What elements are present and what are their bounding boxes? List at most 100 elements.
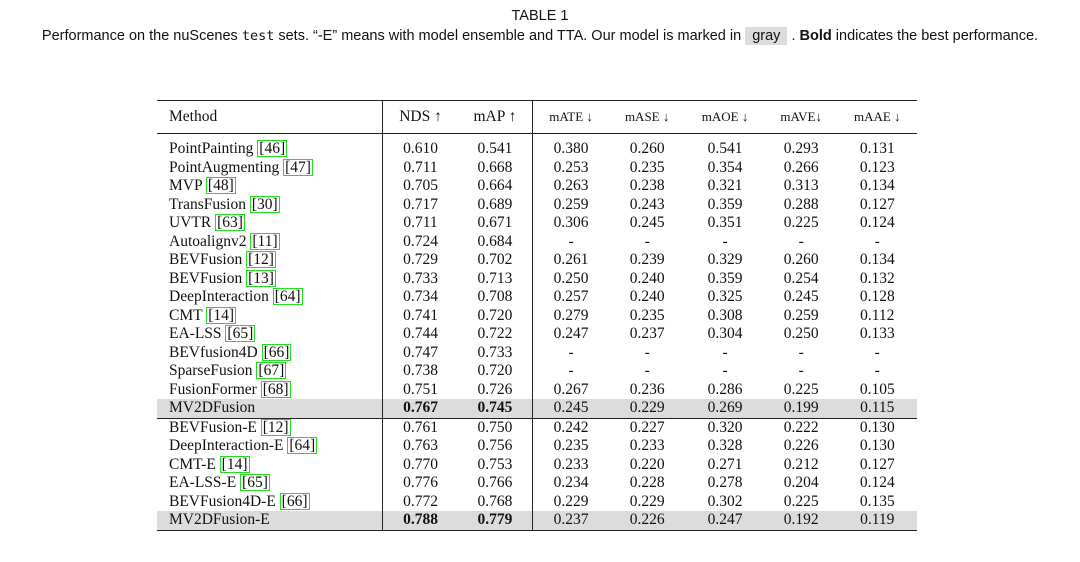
metric-cell: 0.750 — [457, 418, 534, 437]
metric-cell: 0.229 — [608, 399, 686, 418]
metric-cell: 0.123 — [859, 158, 895, 176]
metric-cell: 0.236 — [629, 380, 665, 398]
caption-text-4: indicates the best performance. — [831, 28, 1039, 44]
metric-cell: 0.233 — [553, 455, 589, 473]
method-name: BEVFusion — [169, 269, 247, 287]
table-row: EA-LSS-E [65] 0.776 0.766 0.234 0.228 0.278 0.… — [157, 474, 917, 493]
metric-cell: 0.738 — [403, 362, 438, 379]
table-row: UVTR [63] 0.711 0.671 0.306 0.245 0.351 0.225 0… — [157, 214, 917, 233]
metric-cell: 0.734 — [403, 288, 438, 305]
metric-cell: - — [874, 362, 880, 379]
caption-test-word: test — [241, 28, 275, 44]
metric-cell: 0.235 — [629, 158, 665, 176]
metric-cell: 0.380 — [553, 140, 589, 157]
metric-cell: 0.770 — [403, 455, 438, 473]
citation-link[interactable]: [30] — [249, 195, 280, 213]
table-group-single: PointPainting [46] 0.610 0.541 0.380 0.260 0.… — [157, 133, 917, 418]
metric-cell: 0.226 — [608, 511, 686, 530]
metric-cell: 0.225 — [783, 492, 819, 510]
metric-cell: 0.133 — [859, 325, 895, 342]
metric-cell: 0.192 — [764, 511, 838, 530]
metric-cell: 0.751 — [403, 380, 438, 398]
metric-cell: 0.271 — [707, 455, 743, 473]
metric-cell: 0.772 — [403, 492, 438, 510]
table-row: BEVFusion-E [12] 0.761 0.750 0.242 0.227 0.32… — [157, 418, 917, 437]
method-name: BEVFusion-E — [169, 418, 261, 436]
metric-cell: 0.127 — [859, 195, 895, 213]
method-name: EA-LSS — [169, 325, 226, 342]
citation-link[interactable]: [12] — [246, 251, 276, 268]
metric-cell: 0.227 — [629, 418, 665, 436]
method-cell: Autoalignv2 [11] — [157, 232, 384, 251]
header-mate: mATE ↓ — [549, 108, 593, 124]
citation-link[interactable]: [14] — [219, 455, 250, 473]
method-cell: BEVFusion [12] — [157, 251, 384, 270]
metric-cell: 0.253 — [553, 158, 589, 176]
citation-link[interactable]: [12] — [260, 418, 291, 436]
metric-cell: 0.105 — [859, 380, 895, 398]
citation-link[interactable]: [14] — [206, 306, 237, 324]
citation-link[interactable]: [68] — [260, 380, 291, 398]
metric-cell: 0.279 — [553, 306, 589, 324]
table-row: FusionFormer [68] 0.751 0.726 0.267 0.236 0.2… — [157, 380, 917, 399]
method-name: MV2DFusion — [169, 399, 256, 416]
table-row: Autoalignv2 [11] 0.724 0.684 - - - - - — [157, 232, 917, 251]
metric-cell: 0.610 — [403, 140, 438, 157]
metric-cell: 0.711 — [403, 214, 438, 231]
metric-cell: 0.259 — [553, 195, 589, 213]
header-method: Method — [157, 100, 384, 134]
metric-cell: - — [798, 232, 804, 250]
metric-cell: - — [874, 232, 880, 250]
citation-link[interactable]: [46] — [257, 140, 288, 157]
table-row: DeepInteraction [64] 0.734 0.708 0.257 0.240… — [157, 288, 917, 307]
metric-cell: 0.237 — [532, 511, 609, 530]
method-cell: TransFusion [30] — [157, 195, 384, 214]
metric-cell: 0.124 — [859, 474, 895, 491]
metric-cell: 0.351 — [707, 214, 743, 231]
metric-cell: 0.768 — [457, 492, 534, 511]
method-cell: SparseFusion [67] — [157, 362, 384, 381]
metric-cell: 0.245 — [629, 214, 665, 231]
metric-cell: - — [568, 343, 574, 361]
citation-link[interactable]: [65] — [240, 474, 270, 491]
metric-cell: 0.788 — [382, 511, 458, 530]
citation-link[interactable]: [64] — [272, 288, 303, 305]
table-row: BEVfusion4D [66] 0.747 0.733 - - - - - — [157, 343, 917, 362]
citation-link[interactable]: [66] — [279, 492, 310, 510]
header-maoe: mAOE ↓ — [701, 108, 749, 124]
method-cell: MVP [48] — [157, 177, 384, 196]
metric-cell: 0.220 — [629, 455, 665, 473]
citation-link[interactable]: [66] — [261, 343, 292, 361]
header-row: Method NDS ↑ mAP ↑ mATE ↓ mASE ↓ mAOE ↓ … — [157, 100, 917, 134]
citation-link[interactable]: [13] — [246, 269, 276, 287]
citation-link[interactable]: [64] — [287, 437, 318, 454]
metric-cell: - — [644, 343, 650, 361]
header-nds: NDS ↑ — [399, 107, 442, 125]
metric-cell: 0.720 — [457, 362, 534, 381]
citation-link[interactable]: [63] — [215, 214, 245, 231]
metric-cell: 0.119 — [837, 511, 917, 530]
metric-cell: 0.702 — [457, 251, 534, 270]
metric-cell: 0.541 — [707, 140, 743, 157]
method-name: BEVFusion — [169, 251, 247, 268]
metric-cell: 0.234 — [553, 474, 589, 491]
metric-cell: 0.240 — [629, 269, 665, 287]
method-cell: UVTR [63] — [157, 214, 384, 233]
citation-link[interactable]: [47] — [283, 158, 313, 176]
metric-cell: - — [568, 362, 574, 379]
metric-cell: 0.741 — [403, 306, 438, 324]
citation-link[interactable]: [65] — [225, 325, 256, 342]
citation-link[interactable]: [11] — [250, 232, 280, 250]
metric-cell: 0.245 — [783, 288, 819, 305]
metric-cell: 0.237 — [629, 325, 665, 342]
method-cell: EA-LSS-E [65] — [157, 474, 384, 493]
citation-link[interactable]: [48] — [205, 177, 236, 194]
metric-cell: 0.761 — [403, 418, 438, 436]
method-cell: PointPainting [46] — [157, 133, 384, 159]
metric-cell: 0.250 — [783, 325, 819, 342]
metric-cell: 0.130 — [859, 437, 895, 454]
citation-link[interactable]: [67] — [256, 362, 287, 379]
metric-cell: 0.541 — [457, 133, 534, 159]
table-row: SparseFusion [67] 0.738 0.720 - - - - - — [157, 362, 917, 381]
caption-text-2: sets. “-E” means with model ensemble and… — [274, 28, 746, 44]
